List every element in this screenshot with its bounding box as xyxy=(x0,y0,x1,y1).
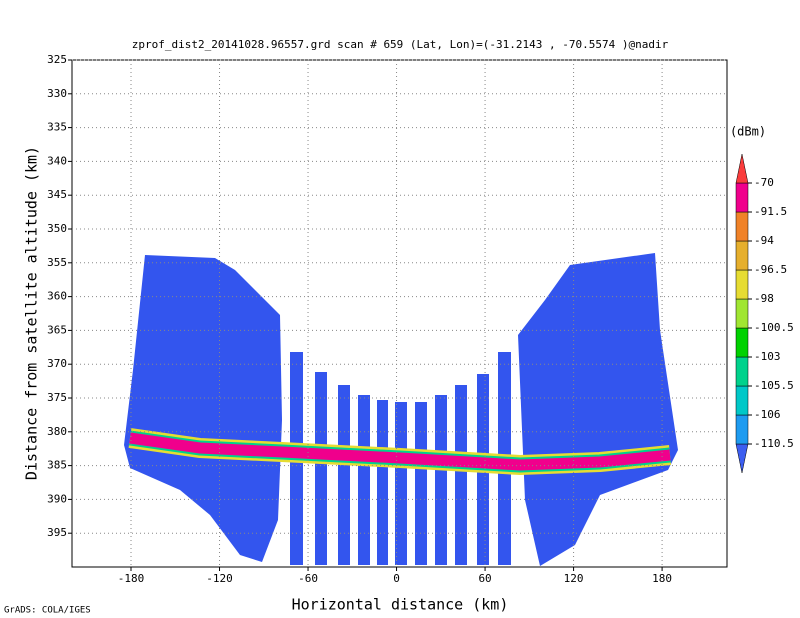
left-swath xyxy=(124,255,282,562)
colorbar-label: -105.5 xyxy=(754,379,794,392)
colorbar-segment xyxy=(735,182,749,213)
y-tick-label: 325 xyxy=(47,53,67,66)
colorbar-label: -91.5 xyxy=(754,205,787,218)
x-tick-label: 120 xyxy=(564,572,584,585)
y-tick-label: 330 xyxy=(47,87,67,100)
colorbar-segment xyxy=(735,298,749,329)
y-tick-label: 355 xyxy=(47,256,67,269)
colorbar-segment xyxy=(735,356,749,387)
colorbar-label: -103 xyxy=(754,350,781,363)
colorbar-label: -94 xyxy=(754,234,774,247)
plot-frame xyxy=(71,59,728,568)
x-tick-label: -120 xyxy=(206,572,233,585)
footer: GrADS: COLA/IGES xyxy=(4,606,91,616)
x-tick-label: -60 xyxy=(298,572,318,585)
x-tick-label: 180 xyxy=(652,572,672,585)
y-tick-label: 360 xyxy=(47,290,67,303)
y-tick-label: 380 xyxy=(47,425,67,438)
colorbar-segment xyxy=(735,211,749,242)
colorbar-segment xyxy=(735,240,749,271)
x-axis-label: Horizontal distance (km) xyxy=(292,596,509,614)
field xyxy=(124,253,678,566)
colorbar-label: -98 xyxy=(754,292,774,305)
y-tick-label: 365 xyxy=(47,323,67,336)
colorbar-title: (dBm) xyxy=(730,125,766,139)
colorbar-label: -96.5 xyxy=(754,263,787,276)
colorbar-segment xyxy=(735,327,749,358)
y-tick-label: 370 xyxy=(47,357,67,370)
y-tick-label: 390 xyxy=(47,492,67,505)
colorbar-segment xyxy=(735,269,749,300)
colorbar-label: -110.5 xyxy=(754,437,794,450)
right-swath xyxy=(518,253,678,566)
colorbar-segment xyxy=(735,385,749,416)
x-tick-label: -180 xyxy=(118,572,145,585)
y-tick-label: 385 xyxy=(47,459,67,472)
y-tick-label: 335 xyxy=(47,121,67,134)
y-tick-label: 350 xyxy=(47,222,67,235)
y-axis-label: Distance from satellite altitude (km) xyxy=(23,146,41,480)
colorbar-label: -106 xyxy=(754,408,781,421)
x-tick-label: 60 xyxy=(478,572,491,585)
y-tick-label: 340 xyxy=(47,154,67,167)
x-tick-label: 0 xyxy=(393,572,400,585)
chart-title: zprof_dist2_20141028.96557.grd scan # 65… xyxy=(132,38,669,51)
colorbar-segment xyxy=(735,414,749,445)
y-tick-label: 395 xyxy=(47,526,67,539)
colorbar-label: -70 xyxy=(754,176,774,189)
y-tick-label: 345 xyxy=(47,188,67,201)
colorbar-label: -100.5 xyxy=(754,321,794,334)
y-tick-label: 375 xyxy=(47,391,67,404)
colorbar-triangle xyxy=(735,443,749,474)
band-core xyxy=(129,432,671,471)
colorbar-triangle xyxy=(735,153,749,184)
